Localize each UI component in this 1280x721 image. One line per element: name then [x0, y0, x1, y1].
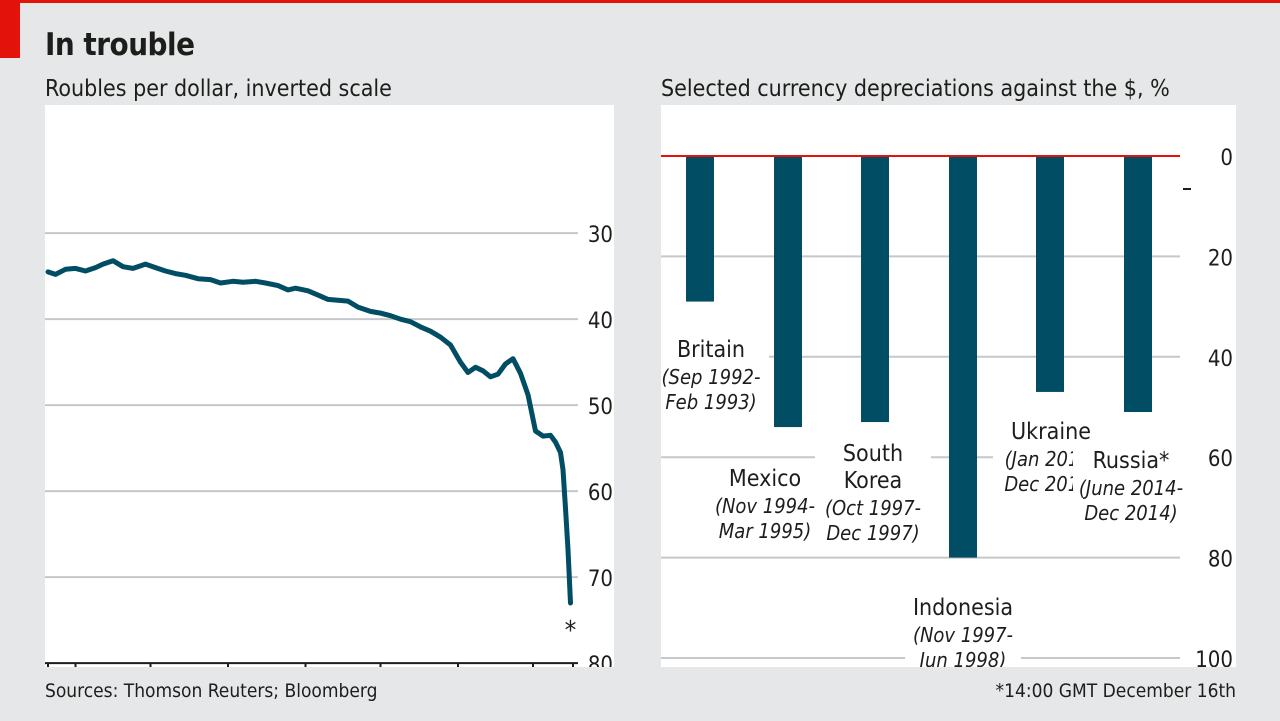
bar-category-label: Russia*: [1093, 448, 1170, 474]
y-tick-label: 20: [1208, 246, 1233, 271]
bar-category-label: Korea: [844, 468, 903, 494]
y-tick-label: 0: [1220, 146, 1233, 171]
label-knockout: [815, 438, 931, 548]
rouble-line-chart: 304050607080JunJulAugSepOctNovDec2014*: [45, 223, 613, 667]
y-tick-label: 40: [588, 309, 613, 334]
bar-category-label: South: [843, 441, 903, 467]
y-tick-label: 60: [588, 481, 613, 506]
bar-period-label: (June 2014-: [1079, 476, 1183, 500]
bar-category-label: Ukraine: [1011, 419, 1091, 445]
rouble-chart-subtitle: Roubles per dollar, inverted scale: [45, 76, 614, 105]
top-accent-bar: [0, 0, 1280, 3]
sources-note: Sources: Thomson Reuters; Bloomberg: [45, 680, 378, 702]
y-tick-label: 30: [588, 223, 613, 248]
label-knockout: [1073, 445, 1189, 528]
label-knockout: [905, 592, 1021, 667]
bar: [949, 156, 977, 558]
bar-category-label: Mexico: [729, 466, 801, 492]
label-knockout: [661, 334, 769, 417]
bar-period-label: (Nov 1994-: [715, 494, 815, 518]
rouble-chart-panel: Roubles per dollar, inverted scale 30 40 5…: [45, 76, 614, 667]
y-tick-label: 100: [1195, 648, 1233, 667]
depreciation-bar-chart: 0 20 40 60 80 100 Britain(Sep 1992-Feb 1993) Me…: [661, 146, 1233, 667]
corner-accent: [0, 0, 20, 58]
bar: [774, 156, 802, 428]
bar: [1036, 156, 1064, 392]
y-tick-label: 50: [588, 395, 613, 420]
bar: [686, 156, 714, 302]
bar-category-label: Britain: [677, 337, 745, 363]
depreciation-chart-panel: Selected currency depreciations against …: [661, 76, 1236, 667]
bar: [1124, 156, 1152, 413]
bar: [861, 156, 889, 423]
y-tick-label: 70: [588, 567, 613, 592]
bar-period-label: Jun 1998): [917, 648, 1007, 667]
bar-period-label: Dec 2014): [1084, 501, 1177, 525]
bar-period-label: (Oct 1997-: [825, 496, 921, 520]
bar-category-label: Indonesia: [913, 595, 1013, 621]
bar-period-label: (Sep 1992-: [662, 365, 761, 389]
label-knockout: [707, 463, 823, 546]
bar-period-label: (Nov 1997-: [913, 623, 1013, 647]
y-tick-label: 80: [588, 653, 613, 667]
end-marker-asterisk: *: [565, 616, 577, 646]
chart-title: In trouble: [45, 27, 195, 63]
y-tick-label: 60: [1208, 447, 1233, 472]
bar-period-label: Feb 1993): [665, 390, 756, 414]
bar-period-label: Dec 1997): [826, 521, 919, 545]
footnote: *14:00 GMT December 16th: [995, 680, 1236, 702]
y-tick-label: 80: [1208, 548, 1233, 573]
rouble-series-line: [45, 258, 573, 606]
y-tick-label: 40: [1208, 347, 1233, 372]
bar-period-label: Mar 1995): [719, 519, 811, 543]
depreciation-chart-subtitle: Selected currency depreciations against …: [661, 76, 1236, 105]
